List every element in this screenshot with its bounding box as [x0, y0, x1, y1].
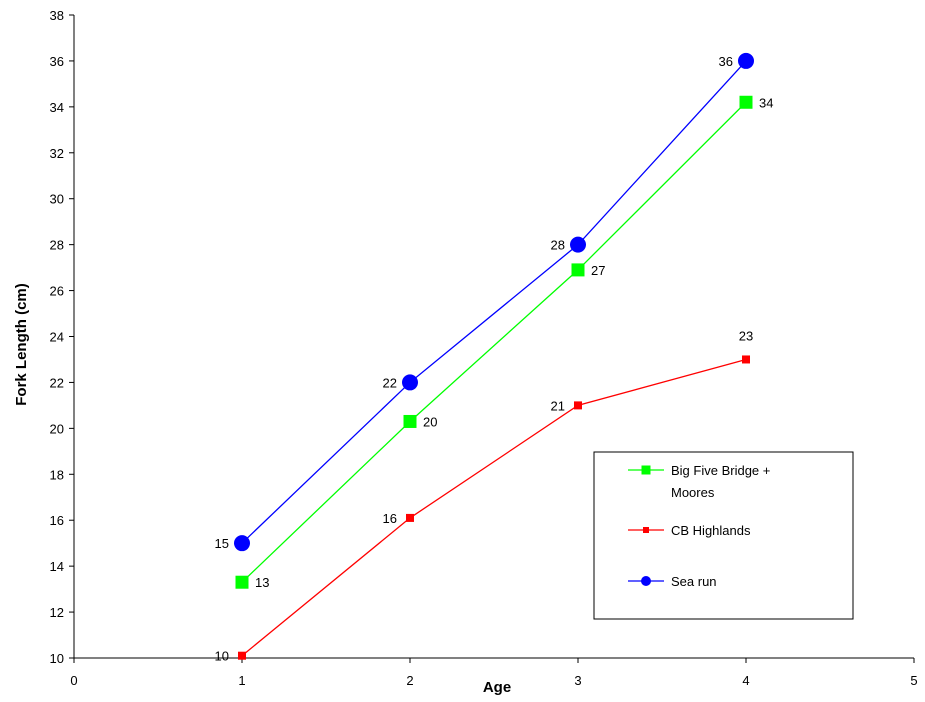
x-tick-label: 4 [742, 673, 749, 688]
data-point-sea-run [402, 374, 418, 391]
series-layer [234, 52, 754, 660]
legend-marker-big-five-bridge-moores [641, 465, 651, 475]
y-tick-label: 24 [50, 330, 64, 345]
series-cb-highlands [238, 355, 750, 660]
y-axis-title: Fork Length (cm) [13, 283, 30, 406]
series-big-five-bridge-moores [235, 95, 753, 589]
data-point-big-five-bridge-moores [571, 263, 585, 277]
data-label-big-five-bridge-moores: 13 [255, 575, 269, 590]
y-tick-label: 28 [50, 238, 64, 253]
y-tick-label: 22 [50, 375, 64, 390]
data-label-cb-highlands: 21 [551, 398, 565, 413]
series-line-big-five-bridge-moores [241, 101, 747, 583]
y-tick-label: 36 [50, 54, 64, 69]
legend-marker-sea-run [641, 576, 651, 586]
data-point-big-five-bridge-moores [403, 414, 417, 428]
data-point-sea-run [234, 535, 250, 552]
y-tick-label: 34 [50, 100, 64, 115]
legend: Big Five Bridge + Moores CB Highlands Sea r… [593, 451, 854, 620]
y-tick-label: 20 [50, 421, 64, 436]
data-label-cb-highlands: 16 [383, 511, 397, 526]
data-point-cb-highlands [574, 401, 582, 410]
data-point-sea-run [738, 52, 754, 69]
legend-marker-cb-highlands [643, 527, 649, 533]
x-tick-label: 1 [238, 673, 245, 688]
data-point-cb-highlands [238, 651, 246, 660]
data-point-big-five-bridge-moores [235, 575, 249, 589]
x-tick-label: 3 [574, 673, 581, 688]
data-labels: 15 22 28 36 13 20 27 34 10 16 21 23 [215, 54, 774, 664]
x-tick-label: 5 [910, 673, 917, 688]
y-tick-label: 12 [50, 605, 64, 620]
legend-label-big-five-bridge-moores: Big Five Bridge + [671, 463, 770, 478]
y-tick-label: 18 [50, 467, 64, 482]
series-line-cb-highlands [241, 358, 747, 657]
y-tick-label: 32 [50, 146, 64, 161]
legend-label-sea-run: Sea run [671, 574, 717, 589]
data-point-cb-highlands [406, 513, 414, 522]
data-label-cb-highlands: 10 [215, 649, 229, 664]
y-tick-label: 26 [50, 284, 64, 299]
y-tick-label: 38 [50, 8, 64, 23]
y-tick-label: 10 [50, 651, 64, 666]
legend-entry-sea-run: Sea run [628, 574, 717, 589]
data-point-big-five-bridge-moores [739, 95, 753, 109]
legend-label-big-five-bridge-moores: Moores [671, 485, 715, 500]
legend-label-cb-highlands: CB Highlands [671, 523, 751, 538]
data-label-big-five-bridge-moores: 27 [591, 263, 605, 278]
data-point-sea-run [570, 236, 586, 253]
series-line-sea-run [241, 60, 747, 544]
data-point-cb-highlands [742, 355, 750, 364]
data-label-sea-run: 36 [719, 54, 733, 69]
data-label-big-five-bridge-moores: 20 [423, 414, 437, 429]
data-label-cb-highlands: 23 [739, 328, 753, 343]
data-label-sea-run: 22 [383, 375, 397, 390]
data-label-big-five-bridge-moores: 34 [759, 95, 773, 110]
y-tick-label: 16 [50, 513, 64, 528]
legend-box [593, 451, 854, 620]
legend-entry-big-five-bridge-moores: Big Five Bridge + Moores [628, 463, 770, 500]
legend-entry-cb-highlands: CB Highlands [628, 523, 751, 538]
series-sea-run [234, 52, 754, 552]
y-tick-label: 30 [50, 192, 64, 207]
data-label-sea-run: 28 [551, 238, 565, 253]
y-tick-label: 14 [50, 559, 64, 574]
x-axis-title: Age [483, 679, 511, 696]
x-tick-label: 2 [406, 673, 413, 688]
x-tick-label: 0 [70, 673, 77, 688]
data-label-sea-run: 15 [215, 536, 229, 551]
